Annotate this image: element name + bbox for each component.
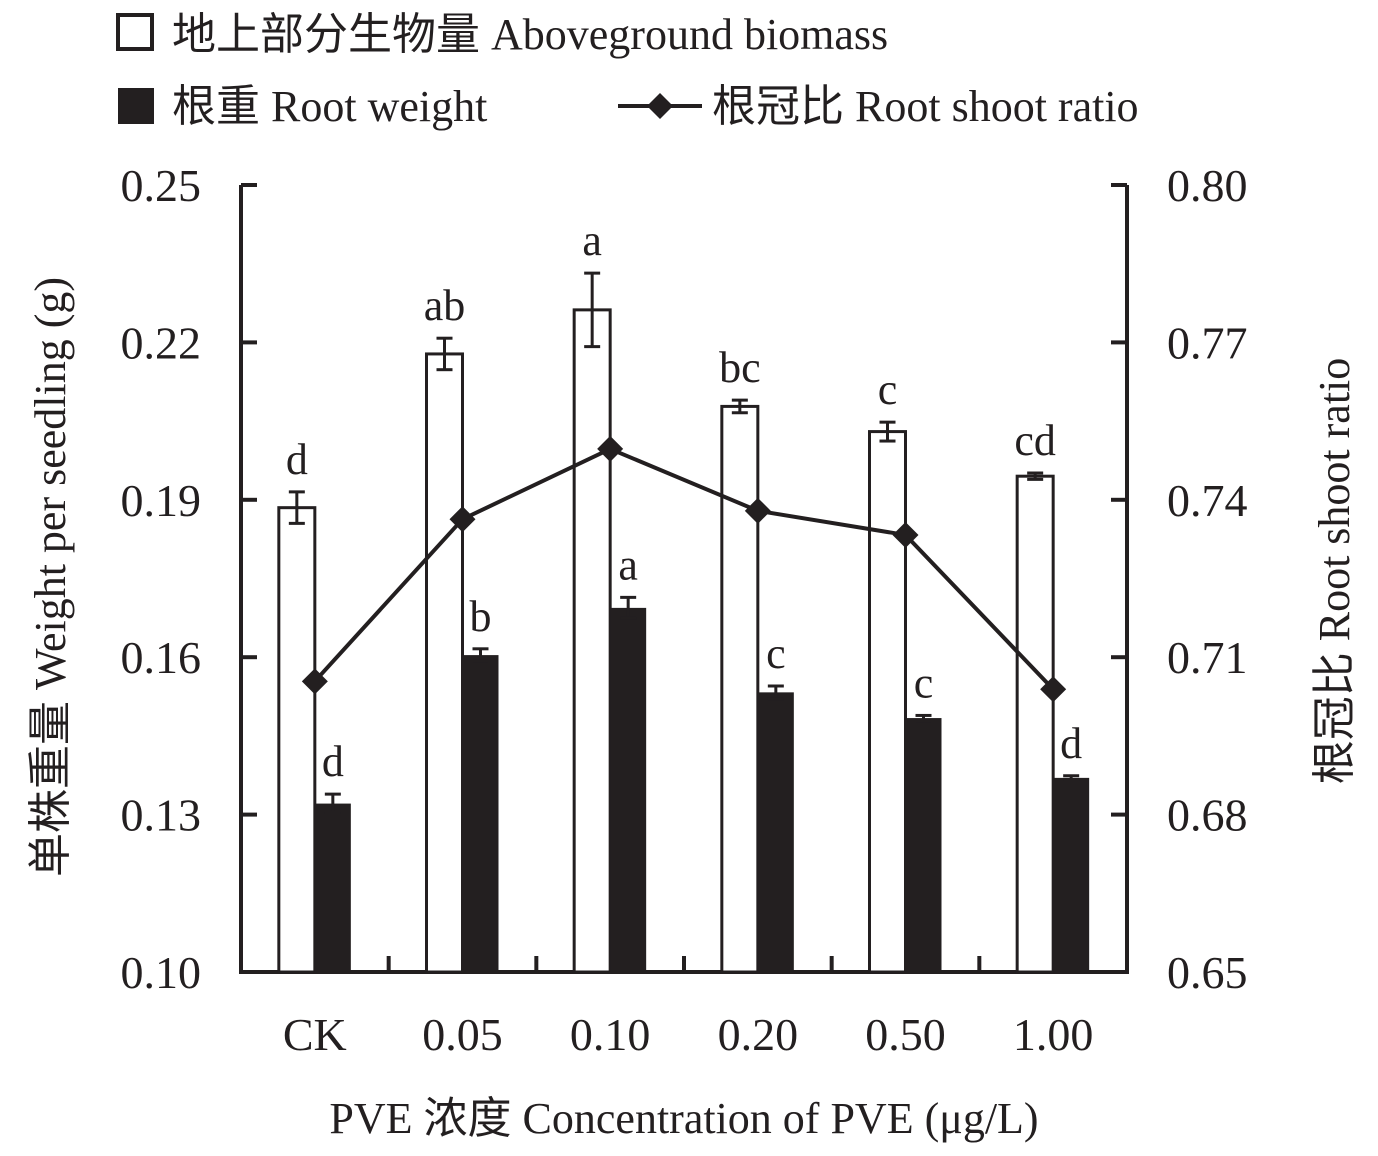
significance-label: d — [1060, 719, 1082, 768]
x-tick-label: 0.05 — [422, 1009, 503, 1060]
ratio-point — [449, 506, 476, 533]
x-tick-label: 1.00 — [1013, 1009, 1094, 1060]
significance-label: bc — [719, 343, 761, 392]
bar-root-weight — [314, 803, 351, 972]
significance-label: b — [470, 592, 492, 641]
legend-swatch-aboveground — [116, 13, 154, 51]
y2-tick-label: 0.77 — [1167, 317, 1248, 368]
bar-aboveground — [425, 352, 464, 974]
significance-label: cd — [1014, 416, 1056, 465]
significance-label: c — [914, 658, 934, 707]
bar-aboveground — [868, 430, 907, 974]
significance-label: a — [618, 540, 638, 589]
legend: 地上部分生物量 Aboveground biomass 根重 Root weig… — [116, 10, 1139, 131]
bar-root-weight — [757, 692, 794, 972]
bar-root-weight — [905, 718, 942, 972]
significance-label: c — [878, 365, 898, 414]
significance-label: a — [582, 216, 602, 265]
bar-root-weight — [1053, 777, 1090, 972]
bar-aboveground — [572, 308, 612, 974]
x-tick-label: 0.20 — [718, 1009, 799, 1060]
legend-label-aboveground: 地上部分生物量 Aboveground biomass — [172, 10, 888, 59]
y-tick-label: 0.22 — [121, 317, 202, 368]
bar-root-weight — [610, 607, 647, 972]
y-tick-label: 0.13 — [121, 790, 202, 841]
ratio-point — [744, 497, 771, 524]
y2-tick-label: 0.65 — [1167, 947, 1248, 998]
y2-tick-label: 0.68 — [1167, 790, 1248, 841]
significance-label: c — [766, 629, 786, 678]
ratio-point — [892, 521, 919, 548]
ratio-point — [597, 435, 624, 462]
y2-tick-label: 0.80 — [1167, 160, 1248, 211]
significance-label: d — [286, 435, 308, 484]
ratio-point — [1040, 676, 1067, 703]
bar-aboveground — [720, 404, 760, 974]
significance-label: d — [322, 737, 344, 786]
x-axis-title: PVE 浓度 Concentration of PVE (μg/L) — [329, 1094, 1038, 1143]
ratio-point — [301, 668, 328, 695]
x-tick-label: 0.50 — [865, 1009, 946, 1060]
y2-axis-title: 根冠比 Root shoot ratio — [1310, 358, 1359, 785]
bar-root-weight — [462, 655, 499, 972]
y-tick-label: 0.10 — [121, 947, 202, 998]
legend-swatch-root-weight — [118, 88, 154, 124]
plot-area: 0.10 0.13 0.16 0.19 0.22 0.25 0.65 0.68 0.71 0.74… — [121, 160, 1248, 1060]
x-tick-label: CK — [283, 1009, 347, 1060]
x-tick-label: 0.10 — [570, 1009, 651, 1060]
significance-label: ab — [424, 281, 466, 330]
bar-aboveground — [277, 506, 317, 974]
legend-marker-ratio — [647, 93, 673, 119]
y2-tick-label: 0.74 — [1167, 475, 1248, 526]
y-tick-label: 0.19 — [121, 475, 202, 526]
legend-label-root-weight: 根重 Root weight — [172, 82, 487, 131]
bar-aboveground — [1015, 474, 1055, 974]
y-tick-label: 0.25 — [121, 160, 202, 211]
y-tick-label: 0.16 — [121, 632, 202, 683]
y-axis-title: 单株重量 Weight per seedling (g) — [26, 277, 75, 877]
ratio-line — [313, 446, 1055, 691]
legend-label-ratio: 根冠比 Root shoot ratio — [712, 82, 1139, 131]
y2-tick-label: 0.71 — [1167, 632, 1248, 683]
